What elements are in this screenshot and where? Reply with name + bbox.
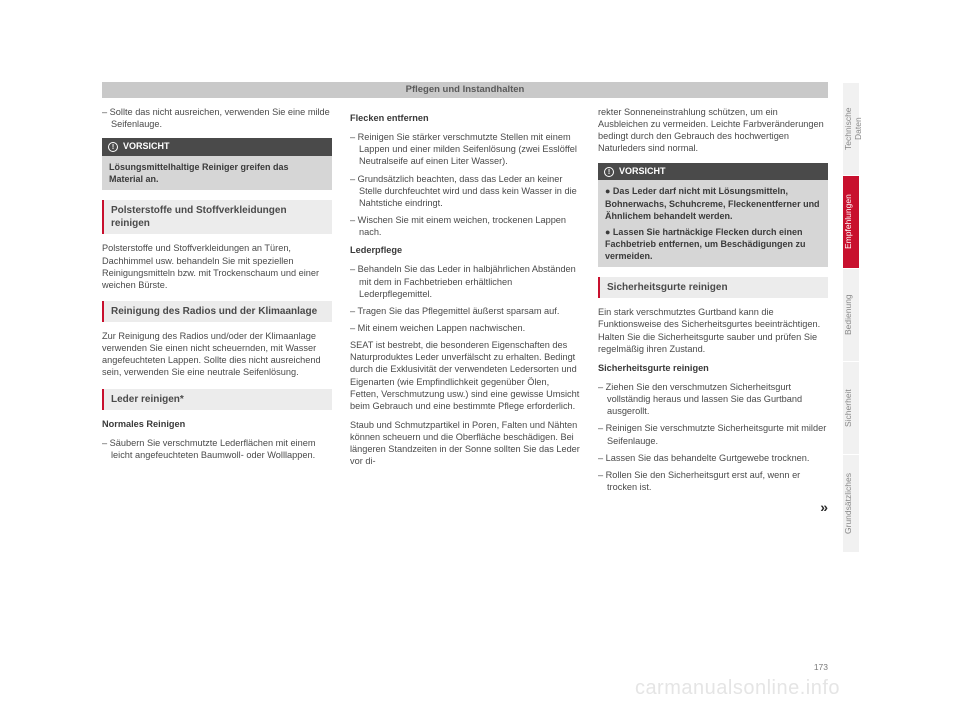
- body-text: – Tragen Sie das Pflegemittel äußerst sp…: [350, 305, 580, 317]
- watermark-text: carmanualsonline.info: [635, 677, 840, 700]
- callout-line: ● Das Leder darf nicht mit Lösungsmittel…: [605, 185, 821, 221]
- body-text: – Lassen Sie das behandelte Gurtgewebe t…: [598, 452, 828, 464]
- callout-title: VORSICHT: [619, 166, 666, 178]
- warning-icon: !: [108, 142, 118, 152]
- section-title: Pflegen und Instandhalten: [102, 82, 828, 98]
- body-text: – Ziehen Sie den verschmutzen Sicherheit…: [598, 381, 828, 417]
- section-heading: Leder reinigen*: [102, 389, 332, 410]
- tab-grundsaetzliches[interactable]: Grundsätzliches: [843, 454, 859, 552]
- manual-page: carmanualsonline.info Pflegen und Instan…: [0, 0, 960, 708]
- callout-title: VORSICHT: [123, 141, 170, 153]
- callout-vorsicht: ! VORSICHT ● Das Leder darf nicht mit Lö…: [598, 163, 828, 268]
- body-text: rekter Sonneneinstrahlung schützen, um e…: [598, 106, 828, 155]
- page-number: 173: [814, 662, 828, 672]
- body-text: – Wischen Sie mit einem weichen, trocken…: [350, 214, 580, 238]
- callout-body: Lösungsmittelhaltige Reiniger greifen da…: [102, 156, 332, 190]
- body-text: – Grundsätzlich beachten, dass das Leder…: [350, 173, 580, 209]
- tab-bedienung[interactable]: Bedienung: [843, 268, 859, 361]
- warning-icon: !: [604, 167, 614, 177]
- callout-body: ● Das Leder darf nicht mit Lösungsmittel…: [598, 180, 828, 267]
- tab-sicherheit[interactable]: Sicherheit: [843, 361, 859, 454]
- callout-header: ! VORSICHT: [598, 163, 828, 181]
- column-1: – Sollte das nicht ausreichen, verwenden…: [102, 106, 332, 524]
- continue-glyph: »: [598, 498, 828, 516]
- column-2: Flecken entfernen – Reinigen Sie stärker…: [350, 106, 580, 524]
- section-heading: Sicherheitsgurte reinigen: [598, 277, 828, 298]
- sub-heading: Normales Reinigen: [102, 418, 332, 430]
- body-text: Staub und Schmutzpartikel in Poren, Falt…: [350, 419, 580, 468]
- body-text: SEAT ist bestrebt, die besonderen Eigens…: [350, 339, 580, 412]
- tab-technische-daten[interactable]: Technische Daten: [843, 82, 859, 175]
- sub-heading: Lederpflege: [350, 244, 580, 256]
- sub-heading: Sicherheitsgurte reinigen: [598, 362, 828, 374]
- column-3: rekter Sonneneinstrahlung schützen, um e…: [598, 106, 828, 524]
- callout-line: ● Lassen Sie hartnäckige Flecken durch e…: [605, 226, 821, 262]
- callout-header: ! VORSICHT: [102, 138, 332, 156]
- side-tabs: Technische Daten Empfehlungen Bedienung …: [843, 82, 859, 552]
- body-text: – Behandeln Sie das Leder in halbjährlic…: [350, 263, 580, 299]
- section-heading: Reinigung des Radios und der Klimaanlage: [102, 301, 332, 322]
- body-text: Zur Reinigung des Radios und/oder der Kl…: [102, 330, 332, 379]
- body-text: Ein stark verschmutztes Gurtband kann di…: [598, 306, 828, 355]
- body-text: – Säubern Sie verschmutzte Lederflächen …: [102, 437, 332, 461]
- body-text: – Reinigen Sie verschmutzte Sicherheitsg…: [598, 422, 828, 446]
- tab-empfehlungen[interactable]: Empfehlungen: [843, 175, 859, 268]
- body-text: – Sollte das nicht ausreichen, verwenden…: [102, 106, 332, 130]
- content-columns: – Sollte das nicht ausreichen, verwenden…: [102, 106, 828, 524]
- section-heading: Polsterstoffe und Stoffverkleidungen rei…: [102, 200, 332, 234]
- body-text: – Mit einem weichen Lappen nachwischen.: [350, 322, 580, 334]
- body-text: – Rollen Sie den Sicherheitsgurt erst au…: [598, 469, 828, 493]
- sub-heading: Flecken entfernen: [350, 112, 580, 124]
- body-text: – Reinigen Sie stärker verschmutzte Stel…: [350, 131, 580, 167]
- callout-vorsicht: ! VORSICHT Lösungsmittelhaltige Reiniger…: [102, 138, 332, 190]
- body-text: Polsterstoffe und Stoffverkleidungen an …: [102, 242, 332, 291]
